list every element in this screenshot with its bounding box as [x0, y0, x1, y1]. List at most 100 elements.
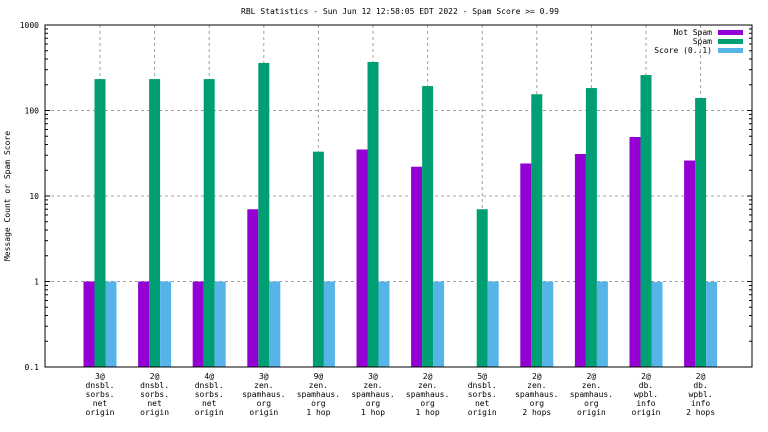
x-tick-label-line: dnsbl.	[140, 381, 169, 390]
x-tick-label-line: spamhaus.	[515, 390, 558, 399]
x-tick-label: 3@ zen. spamhaus. org 1 hop	[351, 372, 394, 417]
x-tick-label-line: origin	[86, 408, 115, 417]
legend-swatch	[718, 30, 743, 35]
x-tick-label-line: db.	[693, 381, 707, 390]
x-tick-label-line: net	[93, 399, 108, 408]
x-tick-label-line: 2@	[423, 372, 433, 381]
bar-not-spam	[247, 209, 259, 367]
bar-spam	[531, 94, 543, 368]
x-tick-label-line: spamhaus.	[406, 390, 449, 399]
bar-score-0-1	[269, 281, 281, 367]
x-tick-label: 5@ dnsbl. sorbs. net origin	[468, 372, 497, 417]
bar-score-0-1	[651, 281, 663, 367]
bar-not-spam	[684, 160, 696, 367]
x-tick-label-line: net	[475, 399, 490, 408]
x-tick-label-line: spamhaus.	[297, 390, 340, 399]
x-tick-label-line: origin	[195, 408, 224, 417]
y-tick-label: 100	[25, 107, 40, 116]
x-tick-label: 2@ zen. spamhaus. org origin	[570, 372, 613, 417]
bar-score-0-1	[487, 281, 499, 367]
x-tick-label-line: 2@	[696, 372, 706, 381]
x-tick-label: 9@ zen. spamhaus. org 1 hop	[297, 372, 340, 417]
x-tick-label-line: sorbs.	[195, 390, 224, 399]
bar-not-spam	[138, 281, 150, 367]
x-tick-label: 4@ dnsbl. sorbs. net origin	[195, 372, 224, 417]
x-tick-label-line: zen.	[254, 381, 273, 390]
bar-spam	[585, 88, 597, 368]
x-tick-label-line: info	[636, 399, 655, 408]
x-tick-label-line: org	[584, 399, 599, 408]
bar-spam	[367, 61, 379, 367]
x-tick-label: 3@ dnsbl. sorbs. net origin	[86, 372, 115, 417]
x-tick-label-line: zen.	[418, 381, 437, 390]
x-tick-label-line: info	[691, 399, 710, 408]
x-tick-label-line: zen.	[582, 381, 601, 390]
bar-spam	[94, 79, 106, 368]
x-tick-label-line: 9@	[314, 372, 324, 381]
bar-score-0-1	[542, 281, 554, 367]
x-tick-label-line: dnsbl.	[86, 381, 115, 390]
plot-frame	[44, 24, 753, 368]
legend-label: Score (0..1)	[654, 46, 712, 55]
x-tick-label-line: 2@	[532, 372, 542, 381]
x-tick-label-line: zen.	[309, 381, 328, 390]
bar-spam	[476, 209, 488, 367]
x-tick-label-line: db.	[639, 381, 653, 390]
bar-score-0-1	[706, 281, 718, 367]
x-tick-label-line: 2@	[587, 372, 597, 381]
bar-score-0-1	[105, 281, 117, 367]
x-tick-label-line: spamhaus.	[242, 390, 285, 399]
x-tick-label-line: 5@	[477, 372, 487, 381]
x-tick-label-line: sorbs.	[468, 390, 497, 399]
x-tick-label-line: spamhaus.	[570, 390, 613, 399]
x-tick-label-line: sorbs.	[86, 390, 115, 399]
x-tick-label-line: 3@	[259, 372, 269, 381]
x-tick-label-line: zen.	[527, 381, 546, 390]
x-tick-label-line: org	[530, 399, 545, 408]
bar-not-spam	[574, 153, 586, 367]
x-tick-label-line: origin	[249, 408, 278, 417]
bar-score-0-1	[433, 281, 445, 367]
x-tick-label-line: org	[420, 399, 435, 408]
y-axis-label: Message Count or Spam Score	[3, 131, 12, 261]
x-tick-label-line: dnsbl.	[195, 381, 224, 390]
bar-score-0-1	[596, 281, 608, 367]
bar-not-spam	[192, 281, 204, 367]
x-tick-label-line: wpbl.	[634, 390, 658, 399]
x-tick-label-line: 4@	[204, 372, 214, 381]
x-tick-label-line: origin	[468, 408, 497, 417]
x-tick-label-line: 2@	[641, 372, 651, 381]
x-tick-label-line: org	[257, 399, 272, 408]
legend-swatch	[718, 48, 743, 53]
x-tick-label-line: 2 hops	[522, 408, 551, 417]
x-tick-label-line: zen.	[363, 381, 382, 390]
x-tick-label-line: origin	[632, 408, 661, 417]
bar-spam	[258, 62, 270, 368]
y-tick-label: 1	[34, 278, 39, 287]
bar-spam	[695, 98, 707, 368]
x-tick-label-line: 1 hop	[416, 408, 440, 417]
y-tick-labels: 0.1 1 10 100 1000	[20, 21, 39, 372]
bar-spam	[203, 79, 215, 368]
bar-score-0-1	[214, 281, 226, 367]
legend-label: Spam	[693, 37, 712, 46]
bar-score-0-1	[160, 281, 172, 367]
axes	[44, 24, 753, 368]
x-tick-label-line: 2 hops	[686, 408, 715, 417]
bar-spam	[640, 75, 652, 367]
x-tick-label-line: origin	[140, 408, 169, 417]
bar-spam	[149, 79, 161, 368]
x-tick-label-line: 1 hop	[306, 408, 330, 417]
bar-not-spam	[83, 281, 95, 367]
x-tick-label: 2@ zen. spamhaus. org 2 hops	[515, 372, 558, 417]
x-tick-label: 2@ db. wpbl. info origin	[632, 372, 661, 417]
x-tick-label-line: net	[202, 399, 217, 408]
x-tick-label-line: wpbl.	[689, 390, 713, 399]
x-tick-label-line: sorbs.	[140, 390, 169, 399]
y-tick-label: 1000	[20, 21, 39, 30]
x-tick-label-line: dnsbl.	[468, 381, 497, 390]
x-tick-label-line: 3@	[368, 372, 378, 381]
x-tick-label-line: origin	[577, 408, 606, 417]
x-tick-label-line: spamhaus.	[351, 390, 394, 399]
